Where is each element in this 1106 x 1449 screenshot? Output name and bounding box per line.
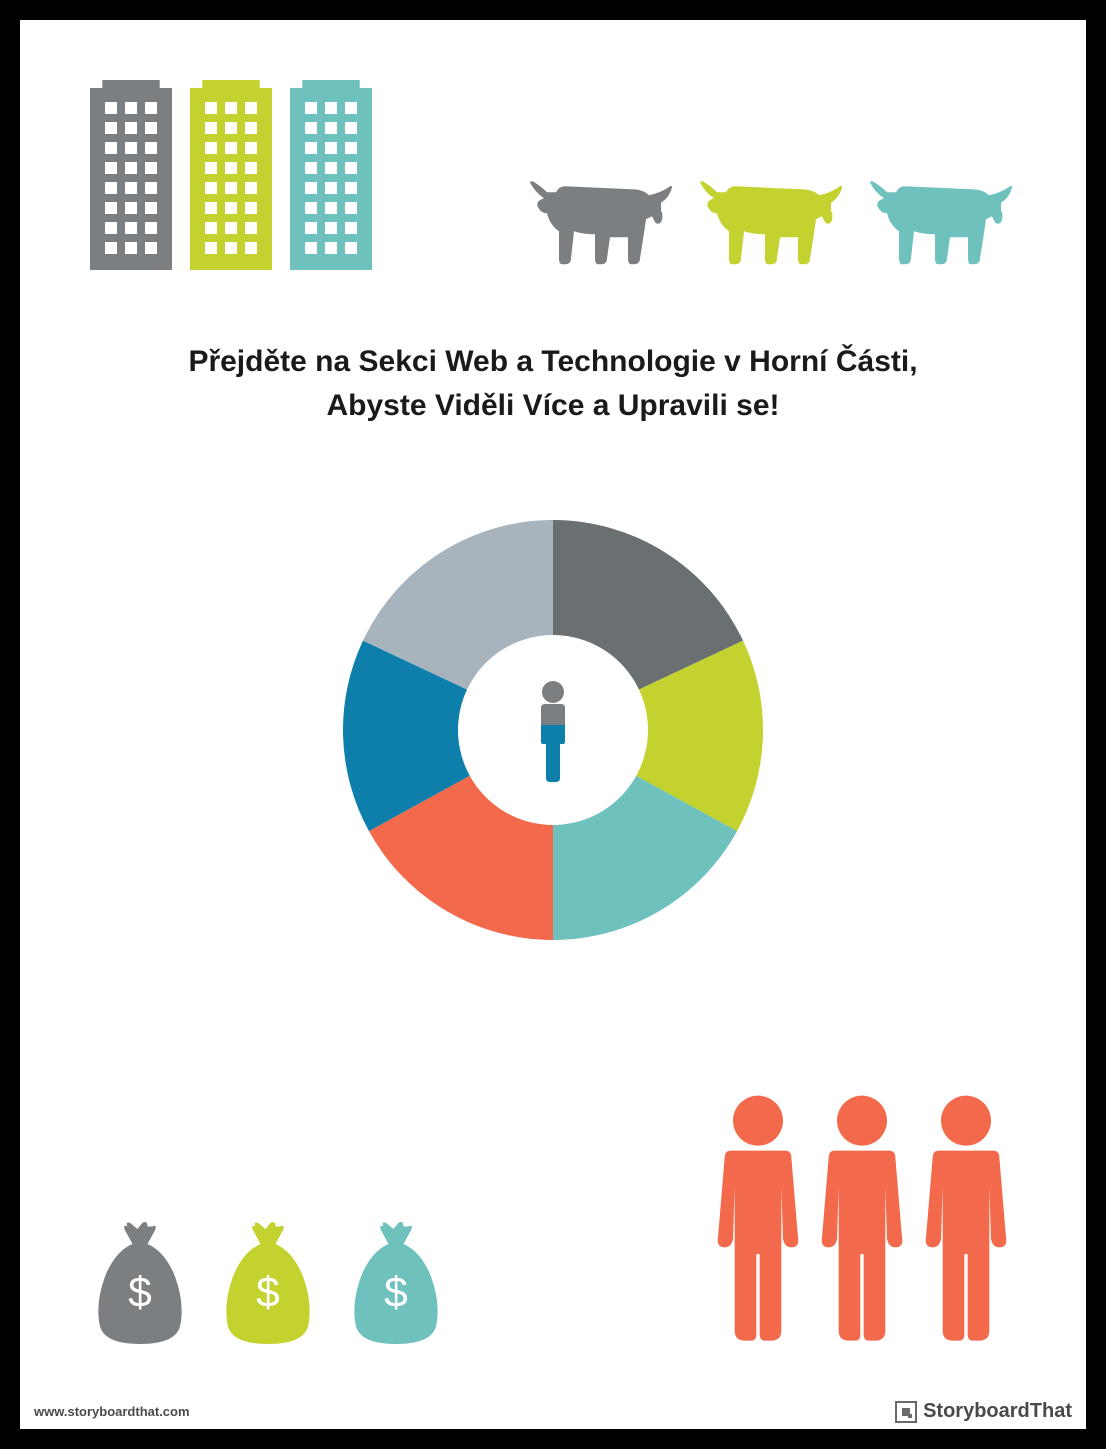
bottom-icon-row: $ $ $ bbox=[20, 1089, 1086, 1349]
person-icon bbox=[708, 1089, 808, 1349]
money-bag-icon: $ bbox=[90, 1219, 190, 1349]
infographic-canvas: Přejděte na Sekci Web a Technologie v Ho… bbox=[20, 20, 1086, 1429]
brand-logo-icon bbox=[895, 1401, 917, 1423]
money-bags-group: $ $ $ bbox=[90, 1219, 446, 1349]
footer-url: www.storyboardthat.com bbox=[34, 1404, 190, 1419]
footer-brand-text: StoryboardThat bbox=[923, 1400, 1072, 1423]
building-icon bbox=[290, 80, 372, 270]
footer: www.storyboardthat.com StoryboardThat bbox=[20, 1400, 1086, 1423]
donut-svg bbox=[343, 520, 763, 940]
people-group bbox=[708, 1089, 1016, 1349]
money-bag-icon: $ bbox=[346, 1219, 446, 1349]
svg-text:$: $ bbox=[256, 1270, 280, 1317]
top-icon-row bbox=[20, 80, 1086, 270]
cow-icon bbox=[526, 170, 676, 270]
person-icon bbox=[916, 1089, 1016, 1349]
building-icon bbox=[190, 80, 272, 270]
heading-line-1: Přejděte na Sekci Web a Technologie v Ho… bbox=[80, 340, 1026, 384]
main-heading: Přejděte na Sekci Web a Technologie v Ho… bbox=[20, 340, 1086, 427]
heading-line-2: Abyste Viděli Více a Upravili se! bbox=[80, 384, 1026, 428]
person-icon bbox=[812, 1089, 912, 1349]
cow-icon bbox=[866, 170, 1016, 270]
footer-brand: StoryboardThat bbox=[895, 1400, 1072, 1423]
svg-text:$: $ bbox=[384, 1270, 408, 1317]
buildings-group bbox=[90, 80, 372, 270]
money-bag-icon: $ bbox=[218, 1219, 318, 1349]
cows-group bbox=[526, 130, 1016, 270]
svg-text:$: $ bbox=[128, 1270, 152, 1317]
building-icon bbox=[90, 80, 172, 270]
cow-icon bbox=[696, 170, 846, 270]
donut-chart bbox=[343, 520, 763, 945]
